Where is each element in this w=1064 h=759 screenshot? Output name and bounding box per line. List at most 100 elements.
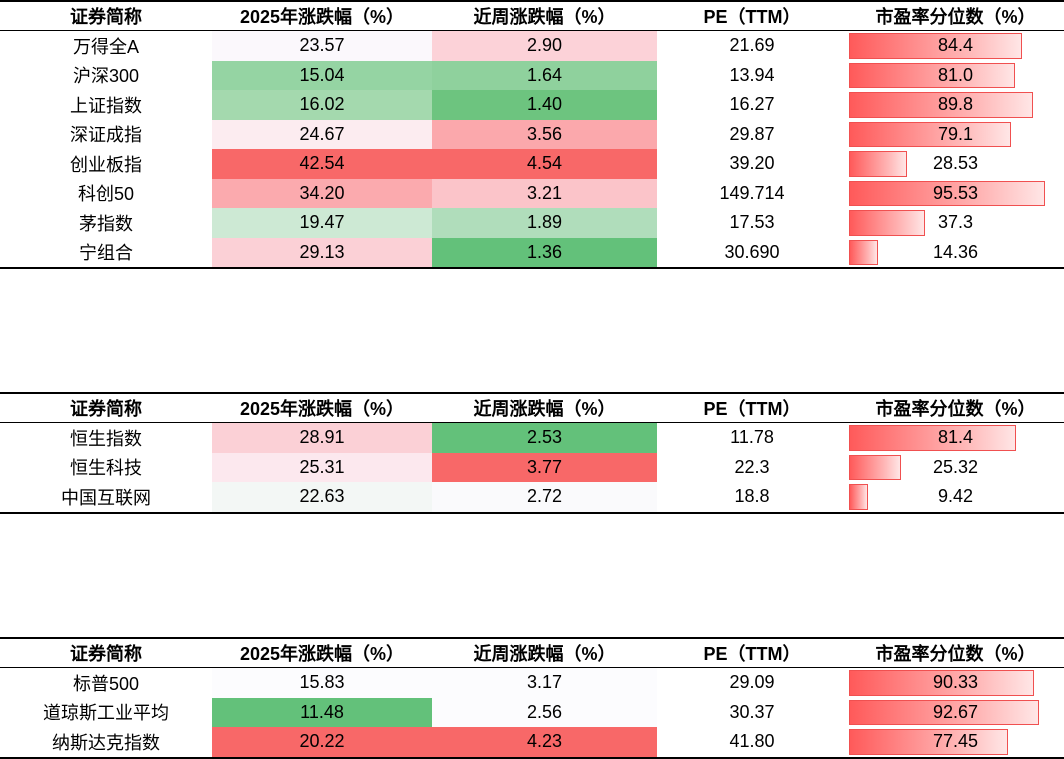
pe-percentile-cell: 92.67 — [847, 698, 1064, 728]
pe-percentile-databar — [849, 239, 879, 265]
table-row: 恒生科技 25.31 3.77 22.3 25.32 — [0, 452, 1064, 483]
ytd-change-cell: 34.20 — [212, 178, 432, 208]
table-row: 创业板指 42.54 4.54 39.20 28.53 — [0, 149, 1064, 179]
pe-percentile-value: 9.42 — [937, 486, 974, 507]
pe-percentile-value: 90.33 — [932, 672, 979, 693]
pe-percentile-cell: 90.33 — [847, 668, 1064, 698]
pe-percentile-value: 92.67 — [932, 701, 979, 722]
header-row: 证券简称 2025年涨跌幅（%） 近周涨跌幅（%） PE（TTM） 市盈率分位数（%） — [0, 639, 1064, 668]
security-name-cell: 宁组合 — [79, 243, 133, 264]
pe-percentile-cell: 79.1 — [847, 120, 1064, 150]
pe-ttm-cell: 16.27 — [729, 94, 775, 115]
pe-ttm-cell: 18.8 — [734, 486, 770, 507]
pe-ttm-cell: 39.20 — [729, 153, 775, 174]
pe-percentile-cell: 37.3 — [847, 208, 1064, 238]
security-name-cell: 创业板指 — [70, 154, 142, 175]
ytd-change-cell: 20.22 — [212, 727, 432, 757]
security-name-cell: 上证指数 — [70, 95, 142, 116]
table-row: 茅指数 19.47 1.89 17.53 37.3 — [0, 208, 1064, 238]
pe-percentile-databar — [849, 92, 1034, 118]
security-name-cell: 标普500 — [72, 673, 140, 694]
week-change-cell: 3.17 — [432, 668, 657, 698]
table-row: 上证指数 16.02 1.40 16.27 89.8 — [0, 90, 1064, 120]
header-pe-percentile: 市盈率分位数（%） — [875, 644, 1036, 664]
ytd-change-cell: 42.54 — [212, 149, 432, 179]
table-row: 科创50 34.20 3.21 149.714 95.53 — [0, 178, 1064, 209]
week-change-cell: 1.36 — [432, 237, 657, 267]
header-pe-percentile: 市盈率分位数（%） — [875, 399, 1036, 419]
ytd-change-cell: 16.02 — [212, 90, 432, 120]
pe-percentile-cell: 77.45 — [847, 727, 1064, 757]
pe-percentile-databar — [849, 151, 908, 177]
a-share-index-table: 证券简称 2025年涨跌幅（%） 近周涨跌幅（%） PE（TTM） 市盈率分位数（%） 万… — [0, 0, 1064, 269]
pe-percentile-value: 25.32 — [932, 456, 979, 477]
header-ytd-change: 2025年涨跌幅（%） — [239, 399, 405, 419]
pe-percentile-databar — [849, 210, 926, 236]
pe-ttm-cell: 149.714 — [719, 182, 785, 203]
header-week-change: 近周涨跌幅（%） — [473, 399, 616, 419]
header-pe-percentile: 市盈率分位数（%） — [875, 7, 1036, 27]
hk-index-table: 证券简称 2025年涨跌幅（%） 近周涨跌幅（%） PE（TTM） 市盈率分位数（%） 恒… — [0, 392, 1064, 514]
week-change-cell: 2.72 — [432, 482, 657, 512]
pe-percentile-cell: 14.36 — [847, 238, 1064, 268]
header-name: 证券简称 — [70, 7, 142, 27]
ytd-change-cell: 11.48 — [212, 697, 432, 727]
pe-percentile-cell: 84.4 — [847, 31, 1064, 61]
pe-percentile-cell: 81.0 — [847, 61, 1064, 91]
security-name-cell: 科创50 — [77, 184, 135, 205]
pe-percentile-cell: 95.53 — [847, 179, 1064, 209]
pe-percentile-value: 89.8 — [937, 94, 974, 115]
table-row: 道琼斯工业平均 11.48 2.56 30.37 92.67 — [0, 697, 1064, 728]
pe-percentile-databar — [849, 454, 901, 480]
pe-percentile-value: 95.53 — [932, 182, 979, 203]
header-pe-ttm: PE（TTM） — [703, 644, 801, 664]
week-change-cell: 3.21 — [432, 178, 657, 208]
pe-percentile-value: 28.53 — [932, 153, 979, 174]
security-name-cell: 万得全A — [72, 36, 139, 57]
security-name-cell: 中国互联网 — [61, 487, 151, 508]
header-week-change: 近周涨跌幅（%） — [473, 644, 616, 664]
pe-ttm-cell: 29.09 — [729, 672, 775, 693]
security-name-cell: 恒生科技 — [70, 458, 142, 479]
header-row: 证券简称 2025年涨跌幅（%） 近周涨跌幅（%） PE（TTM） 市盈率分位数（%） — [0, 2, 1064, 31]
table-row: 恒生指数 28.91 2.53 11.78 81.4 — [0, 423, 1064, 453]
pe-percentile-databar — [849, 729, 1008, 755]
pe-percentile-databar — [849, 699, 1039, 725]
week-change-cell: 2.90 — [432, 31, 657, 61]
pe-percentile-value: 79.1 — [937, 123, 974, 144]
week-change-cell: 3.77 — [432, 452, 657, 482]
pe-percentile-value: 14.36 — [932, 241, 979, 262]
ytd-change-cell: 25.31 — [212, 452, 432, 482]
ytd-change-cell: 19.47 — [212, 208, 432, 238]
pe-ttm-cell: 11.78 — [730, 427, 774, 448]
pe-percentile-databar — [849, 180, 1045, 206]
security-name-cell: 深证成指 — [70, 125, 142, 146]
pe-percentile-cell: 9.42 — [847, 482, 1064, 512]
ytd-change-cell: 29.13 — [212, 237, 432, 267]
pe-percentile-value: 81.0 — [937, 64, 974, 85]
week-change-cell: 4.23 — [432, 727, 657, 757]
pe-percentile-databar — [849, 484, 869, 510]
ytd-change-cell: 24.67 — [212, 119, 432, 149]
pe-ttm-cell: 13.94 — [729, 64, 775, 85]
table-row: 中国互联网 22.63 2.72 18.8 9.42 — [0, 482, 1064, 512]
header-pe-ttm: PE（TTM） — [703, 399, 801, 419]
header-name: 证券简称 — [70, 644, 142, 664]
week-change-cell: 2.56 — [432, 697, 657, 727]
pe-ttm-cell: 30.37 — [729, 701, 775, 722]
pe-percentile-cell: 28.53 — [847, 149, 1064, 179]
security-name-cell: 恒生指数 — [70, 428, 142, 449]
table-row: 标普500 15.83 3.17 29.09 90.33 — [0, 668, 1064, 698]
pe-percentile-databar — [849, 425, 1016, 451]
security-name-cell: 沪深300 — [72, 66, 140, 87]
security-name-cell: 茅指数 — [79, 213, 133, 234]
table-row: 纳斯达克指数 20.22 4.23 41.80 77.45 — [0, 727, 1064, 757]
us-index-table: 证券简称 2025年涨跌幅（%） 近周涨跌幅（%） PE（TTM） 市盈率分位数（%） 标… — [0, 637, 1064, 759]
security-name-cell: 道琼斯工业平均 — [43, 703, 169, 724]
week-change-cell: 3.56 — [432, 119, 657, 149]
week-change-cell: 1.64 — [432, 60, 657, 90]
pe-ttm-cell: 22.3 — [734, 456, 770, 477]
pe-percentile-value: 77.45 — [932, 731, 979, 752]
pe-percentile-cell: 25.32 — [847, 453, 1064, 483]
ytd-change-cell: 28.91 — [212, 423, 432, 453]
